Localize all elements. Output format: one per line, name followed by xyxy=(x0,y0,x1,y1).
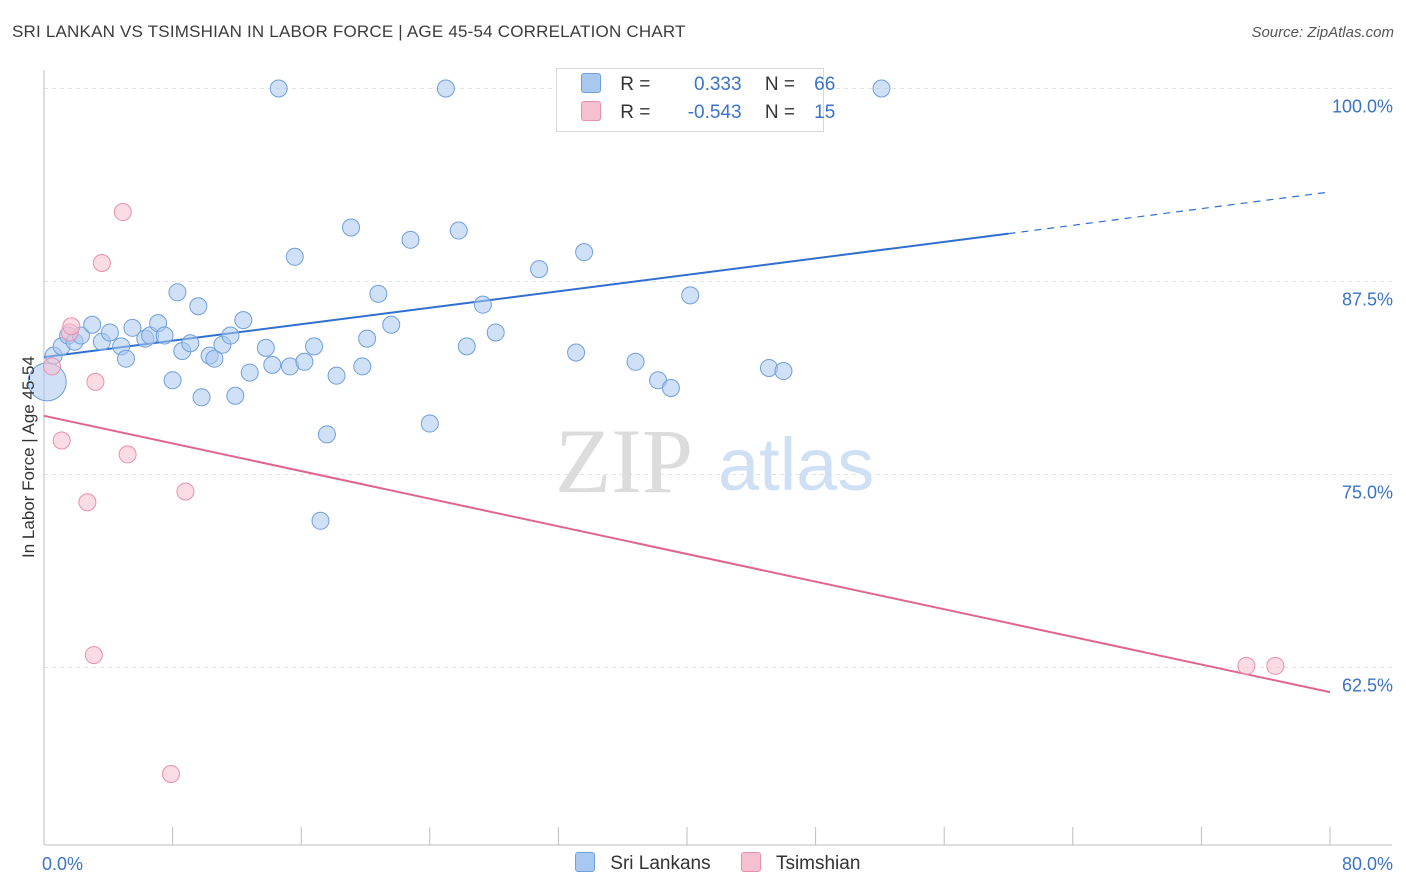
series-legend: Sri Lankans Tsimshian xyxy=(0,852,1406,880)
data-point xyxy=(189,297,208,316)
data-point xyxy=(311,511,330,530)
legend-r-label: R = xyxy=(620,102,651,123)
data-point xyxy=(240,363,259,382)
legend-r-value: 0.333 xyxy=(694,74,742,95)
data-point xyxy=(163,371,182,390)
data-point xyxy=(168,283,187,302)
data-point xyxy=(457,337,476,356)
data-point xyxy=(83,315,102,334)
watermark-zip: ZIP xyxy=(555,410,693,512)
data-point xyxy=(113,203,132,222)
data-point xyxy=(530,260,549,279)
data-point xyxy=(436,79,455,98)
stats-legend: R = 0.333 N = 66 R = -0.543 N = 15 xyxy=(556,68,835,132)
legend-label-tsimshian: Tsimshian xyxy=(775,853,861,874)
legend-n-label: N = xyxy=(764,102,795,123)
trend-lines xyxy=(43,191,1331,694)
data-point xyxy=(116,349,135,368)
data-point xyxy=(567,343,586,362)
legend-n-label: N = xyxy=(764,74,795,95)
legend-r-label: R = xyxy=(620,74,651,95)
y-tick-label: 87.5% xyxy=(1342,290,1393,310)
data-point xyxy=(449,221,468,240)
data-point xyxy=(155,326,174,345)
data-point xyxy=(176,482,195,501)
y-tick-label: 62.5% xyxy=(1342,675,1393,695)
data-point xyxy=(123,318,142,337)
data-point xyxy=(382,315,401,334)
data-point xyxy=(305,337,324,356)
trend-line xyxy=(43,414,1331,694)
legend-label-sri-lankans: Sri Lankans xyxy=(610,853,711,874)
data-point xyxy=(256,338,275,357)
data-point xyxy=(92,253,111,272)
data-point xyxy=(661,379,680,398)
data-point xyxy=(78,493,97,512)
x-tick-label: 80.0% xyxy=(1342,854,1393,874)
data-point xyxy=(774,362,793,381)
data-point xyxy=(86,372,105,391)
watermark: ZIP atlas xyxy=(555,410,874,512)
data-point xyxy=(269,79,288,98)
data-point xyxy=(62,317,81,336)
data-point xyxy=(342,218,361,237)
data-point xyxy=(473,295,492,314)
chart-title: SRI LANKAN VS TSIMSHIAN IN LABOR FORCE |… xyxy=(12,22,686,41)
legend-swatch-tsimshian xyxy=(741,852,761,872)
data-point xyxy=(681,286,700,305)
legend-row-tsimshian: R = -0.543 N = 15 xyxy=(581,101,835,129)
data-point xyxy=(221,326,240,345)
legend-item-sri-lankans: Sri Lankans xyxy=(575,852,711,875)
legend-swatch-sri-lankans xyxy=(581,73,601,93)
legend-swatch-sri-lankans xyxy=(575,852,595,872)
data-point xyxy=(205,349,224,368)
y-tick-label: 100.0% xyxy=(1332,97,1393,117)
data-point xyxy=(161,764,180,783)
data-point xyxy=(1237,656,1256,675)
data-point xyxy=(100,323,119,342)
x-tick-label: 0.0% xyxy=(42,854,83,874)
data-point xyxy=(84,646,103,665)
legend-r-value: -0.543 xyxy=(687,102,742,123)
legend-n-value: 15 xyxy=(814,102,836,123)
data-point xyxy=(118,445,137,464)
legend-swatch-tsimshian xyxy=(581,101,601,121)
data-point xyxy=(192,388,211,407)
data-point xyxy=(401,230,420,249)
data-point xyxy=(486,323,505,342)
data-point xyxy=(295,352,314,371)
x-tick-labels: 0.0% 80.0% xyxy=(42,854,1393,874)
trend-line-extension xyxy=(1008,191,1331,235)
data-point xyxy=(358,329,377,348)
legend-row-sri-lankans: R = 0.333 N = 66 xyxy=(581,73,835,101)
data-point xyxy=(52,431,71,450)
data-point xyxy=(317,425,336,444)
data-point xyxy=(234,311,253,330)
data-point xyxy=(1266,656,1285,675)
source-note: Source: ZipAtlas.com xyxy=(1251,24,1394,41)
data-point xyxy=(285,247,304,266)
data-point xyxy=(327,366,346,385)
data-point xyxy=(369,284,388,303)
y-tick-label: 75.0% xyxy=(1342,482,1393,502)
data-point xyxy=(575,243,594,262)
gridlines xyxy=(44,88,1392,668)
trend-line xyxy=(43,232,1009,359)
data-point xyxy=(353,357,372,376)
data-point xyxy=(872,79,891,98)
axes xyxy=(43,70,1392,846)
data-points xyxy=(27,79,1285,783)
data-point xyxy=(226,386,245,405)
data-point xyxy=(263,355,282,374)
data-point xyxy=(181,334,200,353)
data-point xyxy=(626,352,645,371)
data-point xyxy=(43,357,62,376)
watermark-atlas: atlas xyxy=(718,423,874,506)
legend-item-tsimshian: Tsimshian xyxy=(741,852,860,875)
data-point xyxy=(420,414,439,433)
y-axis-label: In Labor Force | Age 45-54 xyxy=(19,356,38,558)
legend-n-value: 66 xyxy=(814,74,836,95)
y-tick-labels: 62.5% 75.0% 87.5% 100.0% xyxy=(1332,97,1393,696)
